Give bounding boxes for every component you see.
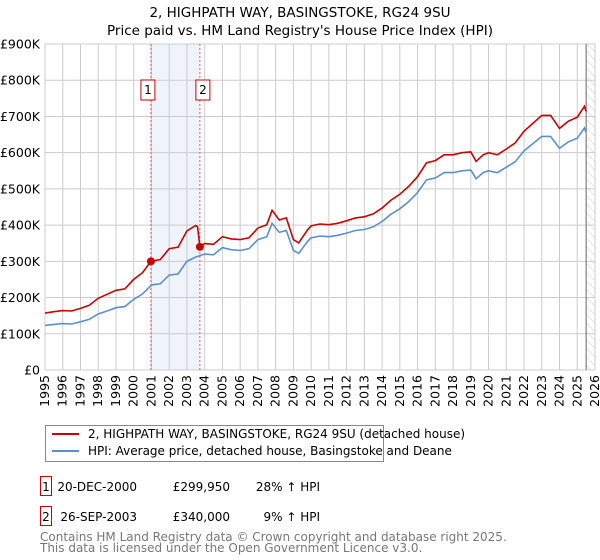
sales-table: 1 20-DEC-2000 £299,950 28% ↑ HPI 2 26-SE…: [40, 476, 320, 526]
x-tick-label: 2025: [569, 375, 584, 407]
x-tick-label: 2003: [179, 375, 194, 407]
x-tick-label: 1998: [90, 375, 105, 407]
y-tick-label: £500K: [0, 181, 41, 196]
x-tick-label: 2009: [285, 375, 300, 407]
x-tick-label: 2017: [427, 375, 442, 407]
x-tick-label: 2006: [232, 375, 247, 407]
chart-subtitle: Price paid vs. HM Land Registry's House …: [107, 23, 493, 39]
x-tick-label: 2019: [463, 375, 478, 407]
y-tick-label: £100K: [0, 326, 41, 341]
x-tick-label: 2023: [534, 375, 549, 407]
price-paid-line: [44, 104, 587, 314]
x-tick-label: 2018: [445, 375, 460, 407]
x-tick-label: 2024: [552, 375, 567, 407]
sale-2-price: £340,000: [173, 510, 230, 524]
sale-2-point: [195, 242, 204, 251]
legend-hpi-label: HPI: Average price, detached house, Basi…: [88, 444, 452, 458]
sale-1-price: £299,950: [173, 480, 230, 494]
x-tick-label: 2005: [214, 375, 229, 407]
sale-1-badge: 1: [42, 480, 50, 494]
x-tick-label: 1997: [72, 375, 87, 407]
chart-title: 2, HIGHPATH WAY, BASINGSTOKE, RG24 9SU: [149, 5, 450, 21]
sale-1-marker-label: 1: [144, 83, 152, 97]
x-tick-label: 2015: [392, 375, 407, 407]
sale-2-date: 26-SEP-2003: [60, 510, 137, 524]
y-tick-label: £700K: [0, 109, 41, 124]
x-tick-label: 2022: [516, 375, 531, 407]
sales-period-shade: [150, 44, 200, 370]
legend-price-label: 2, HIGHPATH WAY, BASINGSTOKE, RG24 9SU (…: [88, 427, 465, 441]
x-tick-label: 2000: [126, 375, 141, 407]
y-tick-label: £600K: [0, 145, 41, 160]
x-tick-label: 2026: [587, 375, 600, 407]
x-tick-label: 1995: [37, 375, 52, 407]
x-tick-label: 2004: [197, 375, 212, 407]
sale-2-marker-box: [195, 79, 211, 101]
sale-row-1: 1 20-DEC-2000 £299,950 28% ↑ HPI: [40, 476, 320, 496]
forecast-hatch: [586, 44, 595, 370]
sale-1-point: [146, 257, 155, 266]
x-tick-label: 2021: [498, 375, 513, 407]
legend: 2, HIGHPATH WAY, BASINGSTOKE, RG24 9SU (…: [45, 425, 465, 462]
hpi-line: [44, 126, 587, 327]
x-tick-label: 2020: [481, 375, 496, 407]
footer-copyright: Contains HM Land Registry data © Crown c…: [40, 530, 507, 544]
sale-1-marker-box: [140, 79, 156, 101]
x-tick-label: 2011: [321, 375, 336, 407]
y-tick-label: £0: [24, 363, 40, 378]
x-tick-label: 2007: [250, 375, 265, 407]
x-tick-label: 2008: [268, 375, 283, 407]
footer-licence: This data is licensed under the Open Gov…: [39, 541, 422, 555]
x-tick-label: 1996: [55, 375, 70, 407]
y-tick-label: £400K: [0, 218, 41, 233]
y-tick-label: £200K: [0, 290, 41, 305]
x-tick-label: 2014: [374, 375, 389, 407]
sale-1-hpi: 28% ↑ HPI: [256, 480, 320, 494]
y-tick-label: £800K: [0, 73, 41, 88]
x-tick-label: 2001: [143, 375, 158, 407]
x-tick-label: 2002: [161, 375, 176, 407]
y-tick-label: £900K: [0, 37, 41, 52]
x-tick-label: 2010: [303, 375, 318, 407]
sale-row-2: 2 26-SEP-2003 £340,000 9% ↑ HPI: [40, 506, 320, 526]
sale-2-badge: 2: [42, 510, 50, 524]
x-tick-label: 2013: [356, 375, 371, 407]
sale-2-marker-label: 2: [199, 83, 207, 97]
sale-2-hpi: 9% ↑ HPI: [263, 510, 320, 524]
y-tick-label: £300K: [0, 254, 41, 269]
sale-1-date: 20-DEC-2000: [57, 480, 137, 494]
x-tick-label: 2016: [410, 375, 425, 407]
x-tick-label: 2012: [339, 375, 354, 407]
x-tick-label: 1999: [108, 375, 123, 407]
